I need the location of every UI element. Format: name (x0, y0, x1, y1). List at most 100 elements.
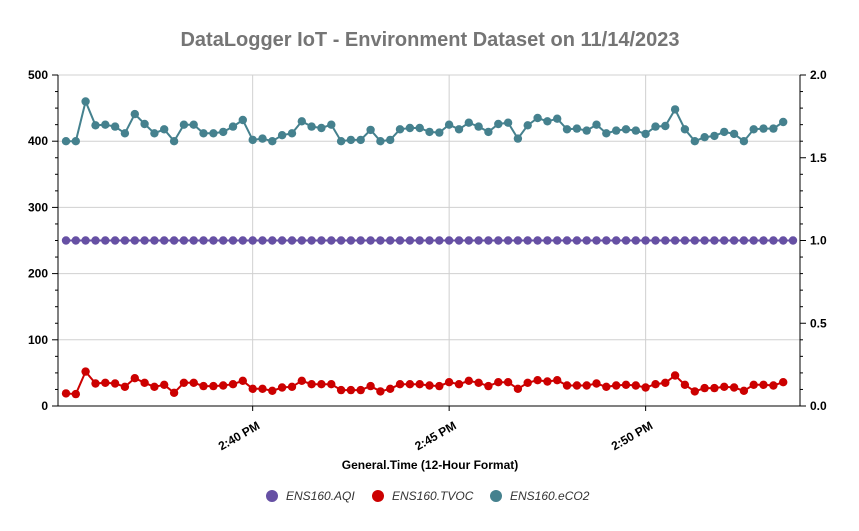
data-point (248, 384, 257, 393)
data-point (621, 380, 631, 389)
data-point (503, 118, 513, 127)
data-point (425, 236, 434, 245)
data-point (444, 120, 454, 129)
data-point (366, 236, 375, 245)
data-point (729, 129, 739, 139)
data-point (612, 126, 621, 135)
data-point (779, 236, 788, 245)
data-point (631, 381, 640, 390)
data-point (346, 385, 356, 395)
data-point (287, 129, 297, 138)
y-right-tick-label: 0.0 (810, 399, 827, 413)
data-point (395, 380, 405, 389)
data-point (484, 236, 493, 245)
data-point (631, 236, 640, 245)
data-point (415, 236, 424, 245)
data-point (739, 236, 749, 245)
data-point (562, 236, 572, 245)
data-point (621, 236, 631, 245)
data-point (612, 236, 621, 245)
data-point (739, 386, 749, 395)
data-point (386, 236, 395, 245)
data-point (405, 380, 415, 389)
x-tick-label: 2:50 PM (609, 418, 655, 453)
data-point (670, 105, 680, 114)
data-point (710, 383, 719, 393)
data-point (209, 381, 218, 391)
data-point (435, 381, 444, 391)
data-point (91, 121, 100, 130)
data-point (297, 236, 306, 245)
data-point (71, 236, 81, 245)
data-point (533, 376, 542, 385)
data-point (258, 236, 267, 245)
data-point (700, 133, 709, 142)
legend-marker (490, 490, 502, 502)
data-point (444, 378, 454, 387)
data-point (189, 236, 198, 245)
data-point (297, 117, 306, 126)
data-point (91, 379, 100, 388)
data-point (572, 124, 582, 133)
data-point (277, 383, 287, 392)
data-point (700, 236, 709, 245)
data-point (169, 137, 179, 146)
data-point (61, 137, 71, 146)
data-point (729, 236, 739, 245)
data-point (356, 385, 365, 395)
data-point (317, 123, 326, 133)
data-point (228, 380, 238, 389)
data-point (209, 129, 218, 138)
data-point (120, 129, 130, 138)
data-point (376, 387, 385, 396)
data-point (769, 236, 778, 245)
data-point (759, 380, 768, 389)
legend-marker (266, 490, 278, 502)
data-point (179, 378, 189, 387)
data-point (454, 236, 464, 245)
series-ENS160.eCO2 (61, 97, 788, 146)
data-point (91, 236, 100, 245)
data-point (130, 374, 139, 383)
data-point (179, 236, 189, 245)
legend-label: ENS160.TVOC (392, 489, 474, 503)
data-point (651, 122, 660, 131)
data-point (562, 381, 572, 390)
data-point (317, 380, 326, 389)
data-point (474, 122, 483, 131)
data-point (376, 236, 385, 245)
data-point (494, 236, 503, 245)
data-point (680, 236, 690, 245)
data-point (769, 381, 778, 390)
data-point (680, 125, 690, 134)
data-point (553, 236, 562, 245)
data-point (248, 135, 257, 145)
data-point (602, 382, 611, 391)
legend-label: ENS160.AQI (286, 489, 355, 503)
data-point (101, 236, 110, 245)
data-point (494, 378, 503, 387)
series-ENS160.TVOC (61, 367, 788, 399)
data-point (101, 378, 110, 387)
data-point (779, 117, 788, 127)
data-point (513, 134, 523, 143)
data-point (307, 236, 316, 245)
legend: ENS160.AQI ENS160.TVOC ENS160.eCO2 (266, 489, 590, 503)
x-tick-label: 2:40 PM (216, 418, 262, 453)
data-point (110, 236, 120, 245)
legend-marker (372, 490, 384, 502)
data-point (513, 384, 523, 393)
data-point (523, 121, 532, 130)
data-point (582, 381, 591, 390)
data-point (543, 236, 552, 245)
data-point (356, 135, 365, 145)
data-point (464, 376, 473, 385)
data-point (788, 236, 798, 245)
data-point (366, 381, 375, 391)
data-point (386, 384, 395, 393)
data-point (641, 236, 650, 245)
data-point (219, 381, 228, 390)
data-point (641, 129, 650, 139)
data-point (317, 236, 326, 245)
data-point (228, 236, 238, 245)
